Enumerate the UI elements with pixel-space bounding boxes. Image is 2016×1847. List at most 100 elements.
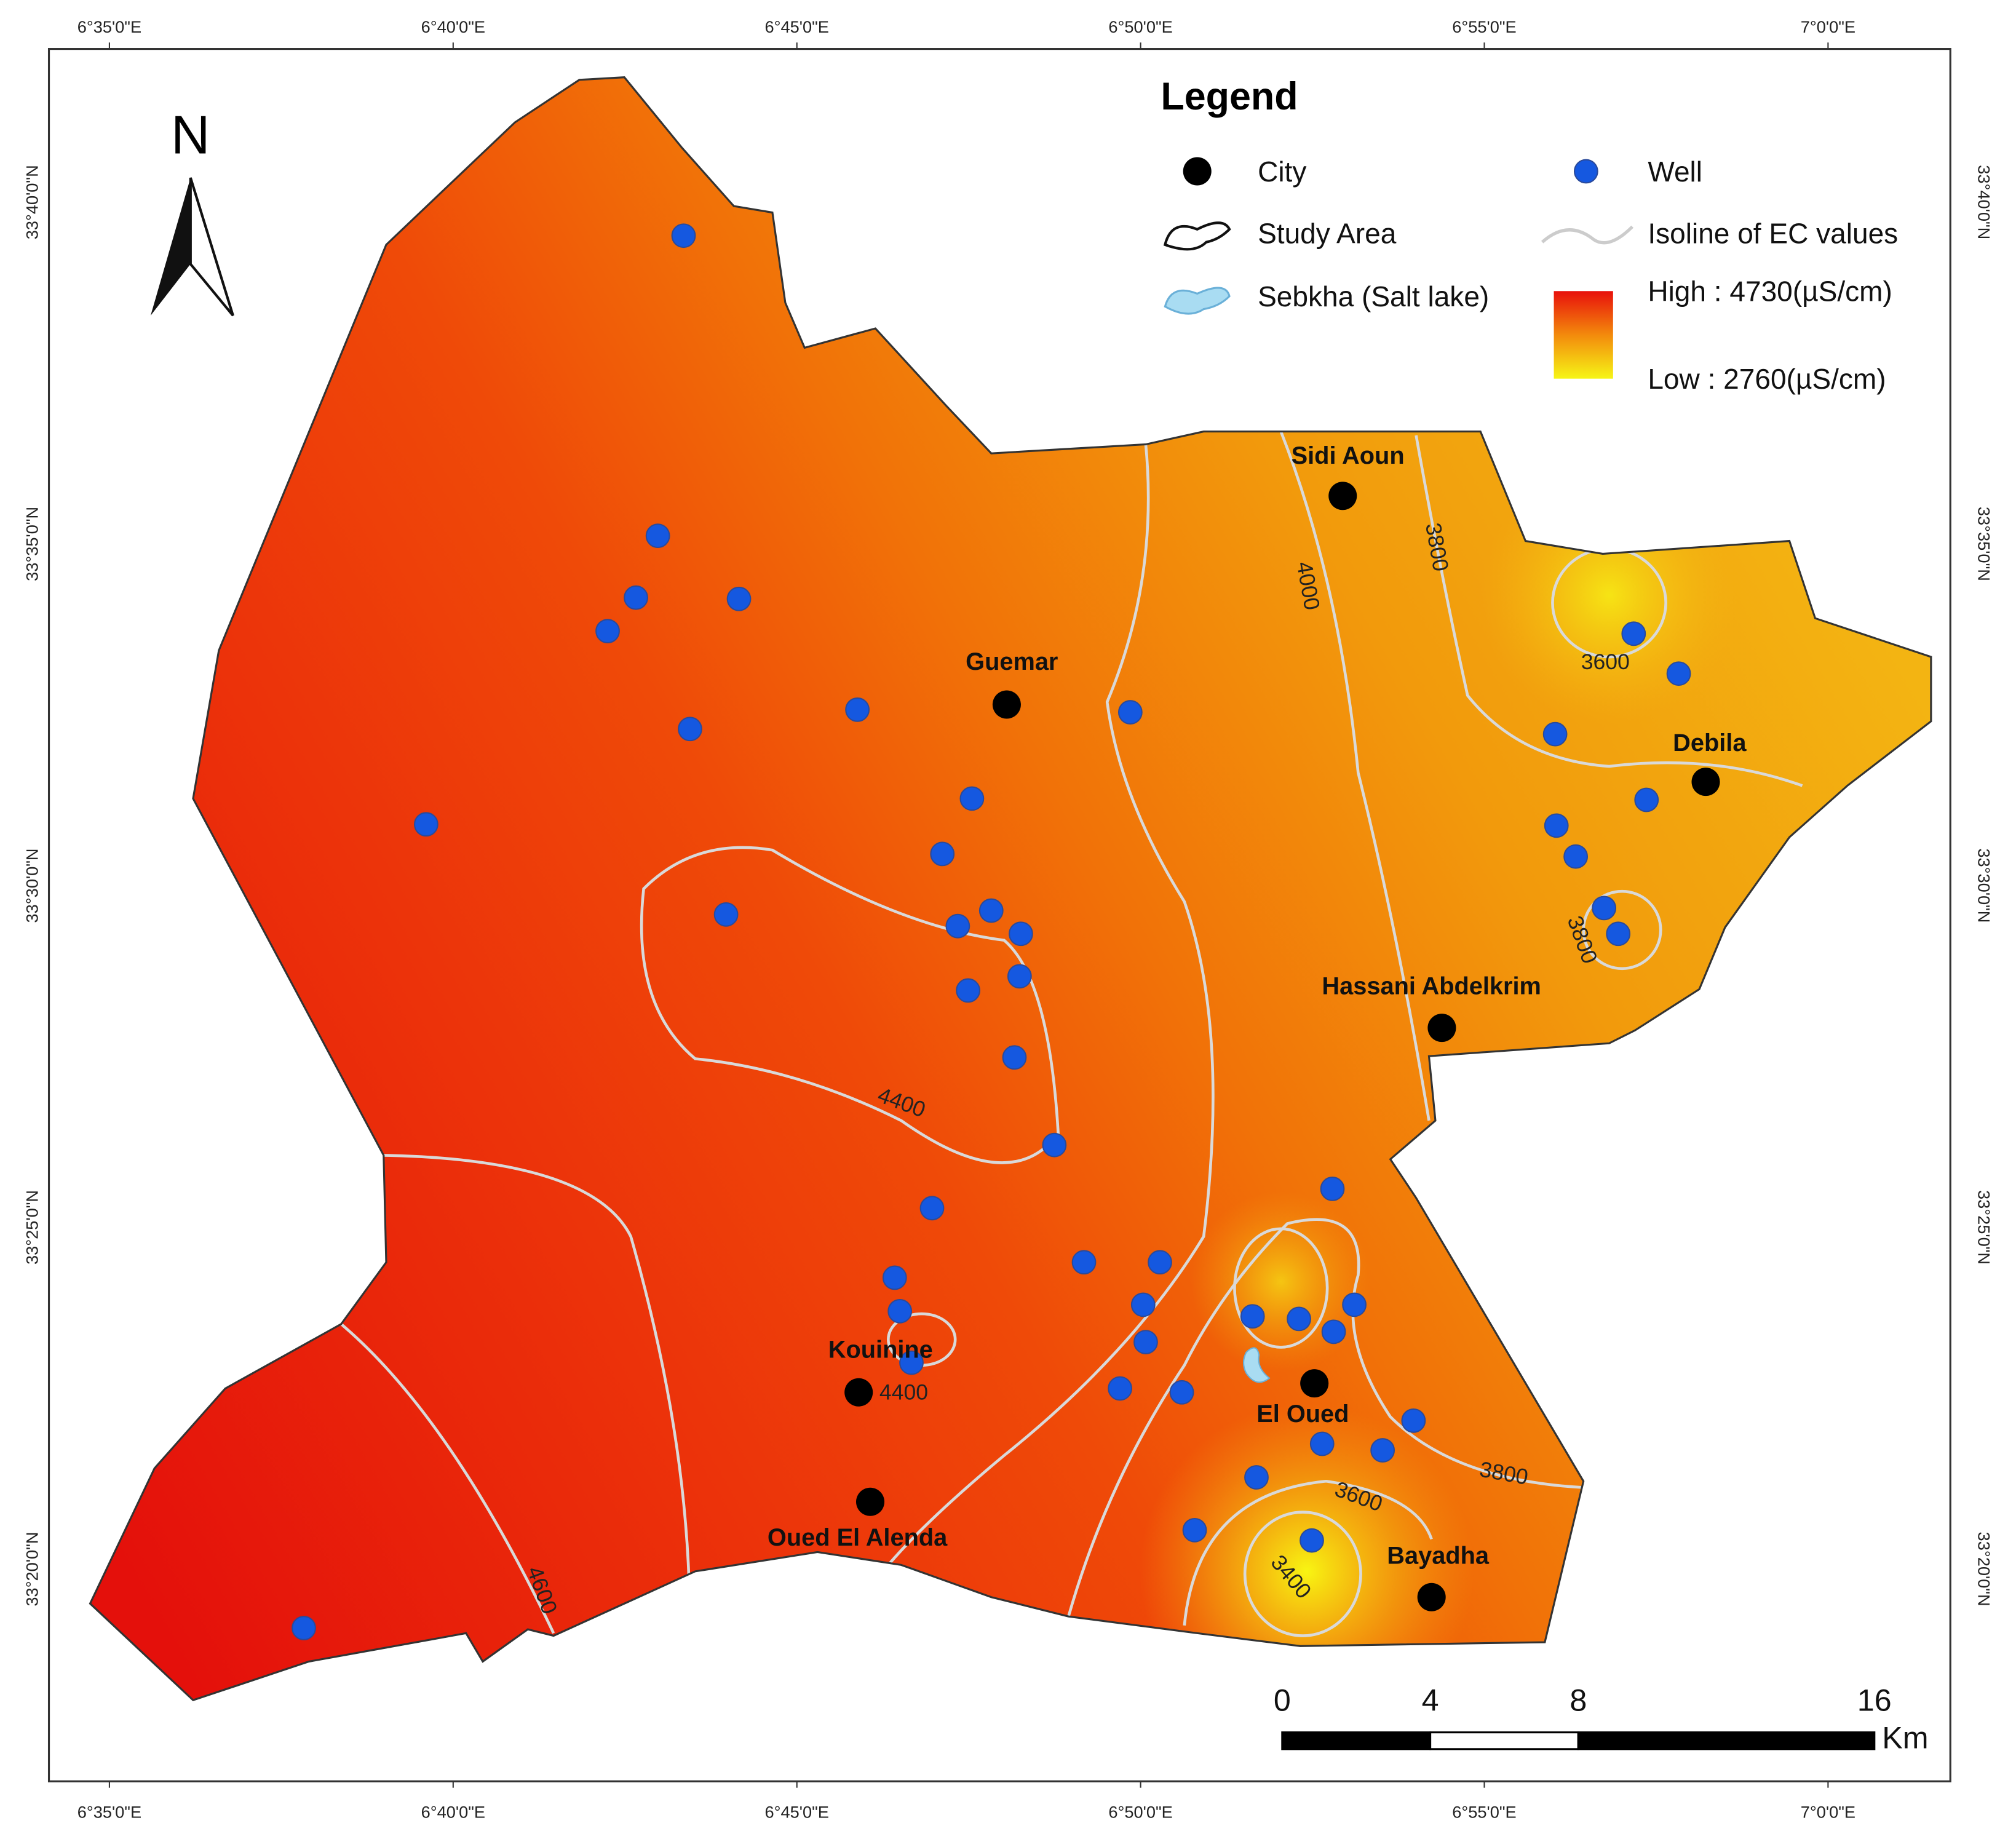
well <box>1071 1250 1097 1275</box>
legend-title: Legend <box>1161 75 1298 118</box>
city <box>1328 482 1357 510</box>
sebkha <box>1243 1347 1271 1383</box>
longitude-label: 6°55'0"E <box>1452 17 1516 36</box>
well <box>713 902 739 927</box>
city-label: Bayadha <box>1387 1542 1490 1569</box>
well <box>1542 721 1568 747</box>
well <box>1287 1306 1311 1332</box>
scale-label: 8 <box>1570 1683 1587 1718</box>
longitude-label: 7°0'0"E <box>1801 17 1855 36</box>
longitude-label: 6°35'0"E <box>77 1803 141 1822</box>
well <box>1007 964 1032 989</box>
city <box>992 690 1021 719</box>
well <box>899 1350 924 1375</box>
city-label: Guemar <box>966 648 1058 675</box>
well <box>1300 1528 1324 1553</box>
scale-segment <box>1281 1731 1432 1750</box>
legend-study-area-icon <box>1163 221 1231 251</box>
city <box>1427 1014 1456 1043</box>
well <box>1634 787 1659 812</box>
well <box>726 586 752 611</box>
city <box>855 1487 885 1516</box>
longitude-label: 6°45'0"E <box>765 17 829 36</box>
city-label: Kouinine <box>828 1336 933 1363</box>
scale-segment <box>1577 1731 1876 1750</box>
legend-label: Isoline of EC values <box>1648 217 1898 249</box>
legend-label: City <box>1258 156 1306 188</box>
isoline-label: 3600 <box>1581 649 1630 674</box>
well <box>945 913 970 939</box>
well <box>595 619 620 644</box>
legend-label: Study Area <box>1258 217 1397 249</box>
well <box>1563 844 1589 869</box>
well <box>678 717 702 742</box>
legend-high: High : 4730(µS/cm) <box>1648 276 1892 308</box>
latitude-label: 33°40'0"N <box>23 165 42 239</box>
well <box>978 898 1004 923</box>
north-arrow: N <box>150 104 234 317</box>
latitude-label: 33°35'0"N <box>1974 507 1993 581</box>
well <box>1401 1408 1426 1433</box>
well <box>1042 1132 1067 1158</box>
legend: Legend City Well Study Area Isoline of E… <box>1161 75 1898 395</box>
well <box>887 1298 913 1324</box>
well <box>1592 896 1617 921</box>
well <box>1666 661 1691 686</box>
well <box>624 585 648 610</box>
longitude-label: 6°40'0"E <box>421 17 485 36</box>
scale-segment <box>1429 1731 1579 1750</box>
legend-label: Sebkha (Salt lake) <box>1258 280 1489 312</box>
city <box>1300 1369 1329 1398</box>
well <box>919 1196 945 1221</box>
well <box>671 223 696 248</box>
city <box>1691 768 1720 796</box>
legend-color-bar <box>1554 291 1613 379</box>
city-label: Sidi Aoun <box>1292 442 1405 469</box>
latitude-label: 33°35'0"N <box>23 507 42 581</box>
longitude-label: 6°40'0"E <box>421 1803 485 1822</box>
latitude-label: 33°40'0"N <box>1974 165 1993 239</box>
well <box>1621 621 1646 646</box>
longitude-label: 6°35'0"E <box>77 17 141 36</box>
well <box>1606 921 1631 947</box>
well <box>1117 700 1143 725</box>
legend-isoline-icon <box>1541 225 1634 245</box>
city-label: Hassani Abdelkrim <box>1322 973 1541 1000</box>
city-label: Debila <box>1673 729 1747 757</box>
latitude-label: 33°30'0"N <box>1974 848 1993 923</box>
well <box>845 697 870 722</box>
city-label: Oued El Alenda <box>768 1524 948 1551</box>
well <box>1148 1250 1172 1275</box>
longitude-label: 6°45'0"E <box>765 1803 829 1822</box>
well <box>1321 1319 1346 1345</box>
scale-label: 0 <box>1274 1683 1291 1718</box>
city <box>844 1378 873 1407</box>
legend-city-icon <box>1183 157 1212 186</box>
well <box>1370 1438 1395 1463</box>
well <box>959 786 985 811</box>
longitude-label: 6°55'0"E <box>1452 1803 1516 1822</box>
latitude-label: 33°30'0"N <box>23 848 42 923</box>
well <box>1009 921 1033 947</box>
legend-well-icon <box>1573 159 1598 184</box>
well <box>1130 1292 1156 1317</box>
well <box>1108 1376 1132 1401</box>
well <box>930 841 955 867</box>
latitude-label: 33°20'0"N <box>1974 1532 1993 1607</box>
well <box>1244 1465 1269 1490</box>
longitude-label: 6°50'0"E <box>1108 1803 1172 1822</box>
latitude-label: 33°25'0"N <box>1974 1190 1993 1265</box>
well <box>1169 1380 1194 1405</box>
well <box>413 812 439 837</box>
well <box>882 1265 907 1290</box>
legend-low: Low : 2760(µS/cm) <box>1648 363 1886 395</box>
well <box>1133 1330 1158 1354</box>
isoline-label: 4400 <box>879 1380 928 1404</box>
well <box>956 978 980 1003</box>
well <box>645 523 670 549</box>
city <box>1417 1583 1446 1611</box>
longitude-label: 6°50'0"E <box>1108 17 1172 36</box>
well <box>1240 1304 1265 1329</box>
north-label: N <box>171 104 210 165</box>
